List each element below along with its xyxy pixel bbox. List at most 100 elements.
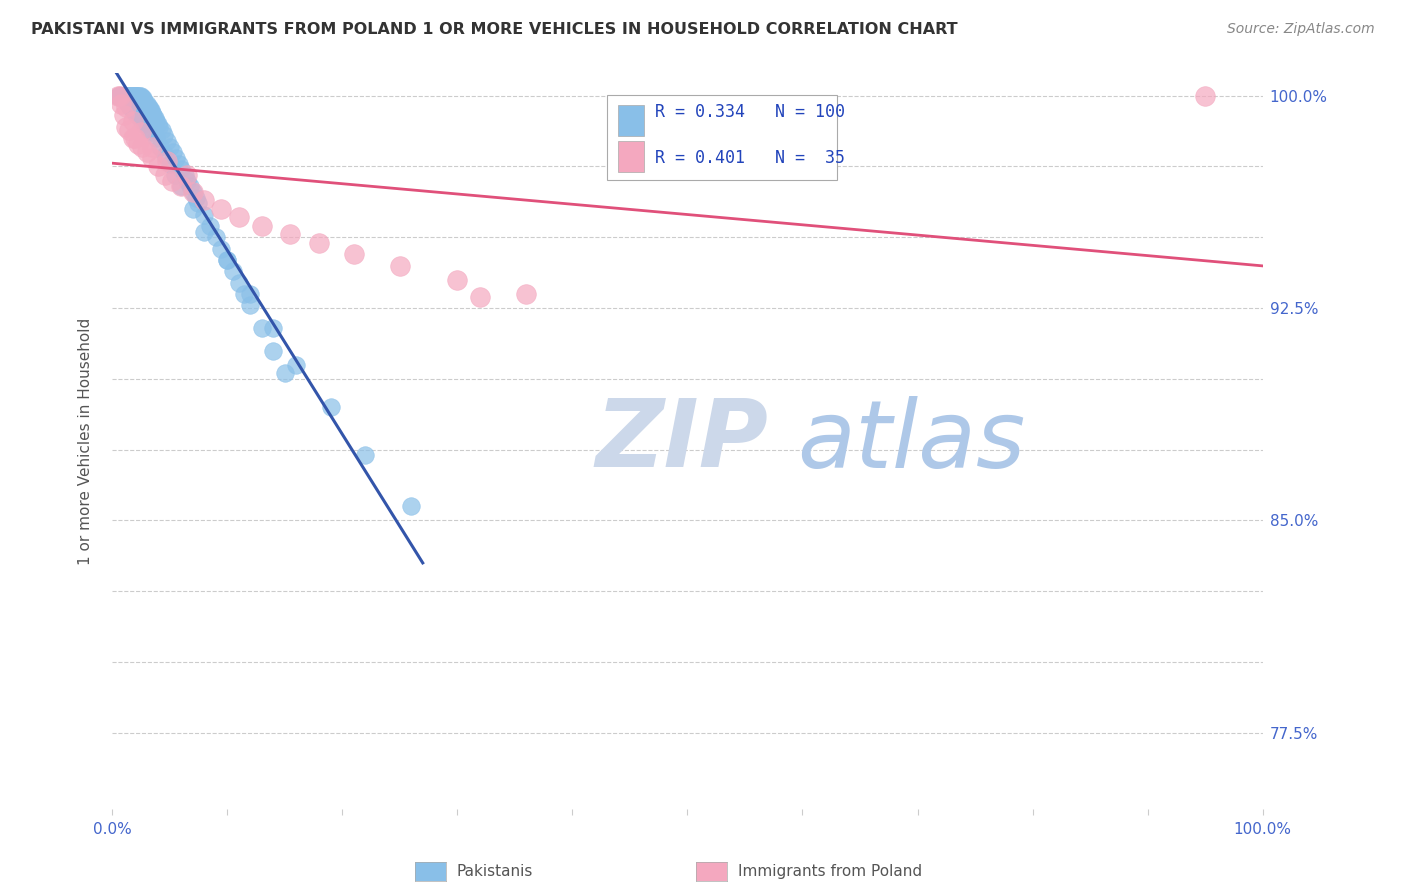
Point (124, 131, 146, 145)
Bar (619, 104, 644, 136)
Point (117, 88, 139, 103)
Text: Pakistanis: Pakistanis (457, 864, 533, 879)
Point (217, 252, 239, 267)
Point (135, 120, 157, 134)
Point (160, 173, 183, 187)
Point (156, 153, 179, 168)
Point (112, 88, 135, 103)
Point (141, 139, 163, 153)
Point (110, 97, 132, 112)
Point (121, 131, 143, 145)
Point (114, 88, 136, 103)
Point (110, 88, 132, 103)
Point (233, 286, 256, 301)
Text: R = 0.334   N = 100: R = 0.334 N = 100 (655, 103, 845, 121)
Point (121, 103, 143, 117)
Point (115, 88, 138, 103)
Point (120, 100, 142, 114)
Point (446, 273, 468, 287)
Point (217, 252, 239, 267)
Point (148, 120, 170, 134)
Point (135, 97, 157, 112)
Point (193, 194, 215, 208)
Bar (619, 142, 644, 172)
Point (114, 120, 136, 134)
Point (141, 105, 163, 120)
Point (112, 91, 135, 105)
Point (262, 343, 284, 358)
Point (114, 88, 136, 103)
Point (124, 88, 146, 103)
Point (280, 227, 302, 242)
Point (141, 151, 163, 165)
Point (110, 88, 132, 103)
Point (204, 230, 226, 244)
Point (273, 366, 295, 380)
Point (399, 500, 422, 514)
Point (354, 448, 377, 462)
Point (193, 225, 215, 239)
Point (285, 358, 308, 372)
Text: ZIP: ZIP (595, 395, 768, 487)
Point (209, 202, 232, 216)
Point (138, 100, 160, 114)
Point (107, 88, 129, 103)
Point (125, 88, 148, 103)
Point (187, 196, 209, 211)
Point (128, 112, 150, 126)
Point (470, 290, 492, 304)
Point (121, 88, 143, 103)
Point (142, 108, 165, 122)
Point (139, 103, 162, 117)
Point (138, 122, 160, 136)
Text: Immigrants from Poland: Immigrants from Poland (738, 864, 922, 879)
Point (131, 139, 153, 153)
Point (173, 168, 195, 182)
Point (179, 179, 201, 194)
Point (308, 235, 330, 250)
Point (176, 168, 198, 182)
Point (136, 100, 159, 114)
Point (159, 139, 181, 153)
Point (388, 259, 411, 273)
Point (153, 148, 176, 162)
Point (129, 88, 152, 103)
Point (153, 128, 176, 143)
Point (170, 179, 193, 194)
Point (170, 162, 193, 177)
Point (114, 100, 136, 114)
Point (127, 108, 149, 122)
Point (128, 88, 150, 103)
Point (134, 95, 156, 109)
Point (129, 91, 152, 105)
Point (134, 97, 156, 112)
Point (193, 208, 215, 222)
Point (118, 88, 141, 103)
Point (165, 168, 187, 182)
Point (114, 95, 136, 109)
Point (134, 95, 156, 109)
Point (108, 88, 131, 103)
Text: PAKISTANI VS IMMIGRANTS FROM POLAND 1 OR MORE VEHICLES IN HOUSEHOLD CORRELATION : PAKISTANI VS IMMIGRANTS FROM POLAND 1 OR… (31, 22, 957, 37)
Point (112, 108, 135, 122)
Point (162, 145, 184, 160)
Point (198, 219, 221, 233)
Point (107, 88, 129, 103)
Point (122, 88, 145, 103)
Point (228, 276, 250, 290)
Point (146, 160, 169, 174)
Point (127, 88, 149, 103)
Point (112, 88, 135, 103)
Point (108, 88, 131, 103)
Point (209, 242, 232, 256)
Text: atlas: atlas (797, 396, 1025, 487)
Point (228, 211, 250, 225)
Point (159, 156, 181, 170)
Point (515, 286, 537, 301)
Point (239, 298, 262, 312)
Point (117, 97, 139, 112)
Point (135, 145, 157, 160)
Point (319, 400, 342, 414)
Text: R = 0.401   N =  35: R = 0.401 N = 35 (655, 149, 845, 167)
Point (250, 219, 273, 233)
